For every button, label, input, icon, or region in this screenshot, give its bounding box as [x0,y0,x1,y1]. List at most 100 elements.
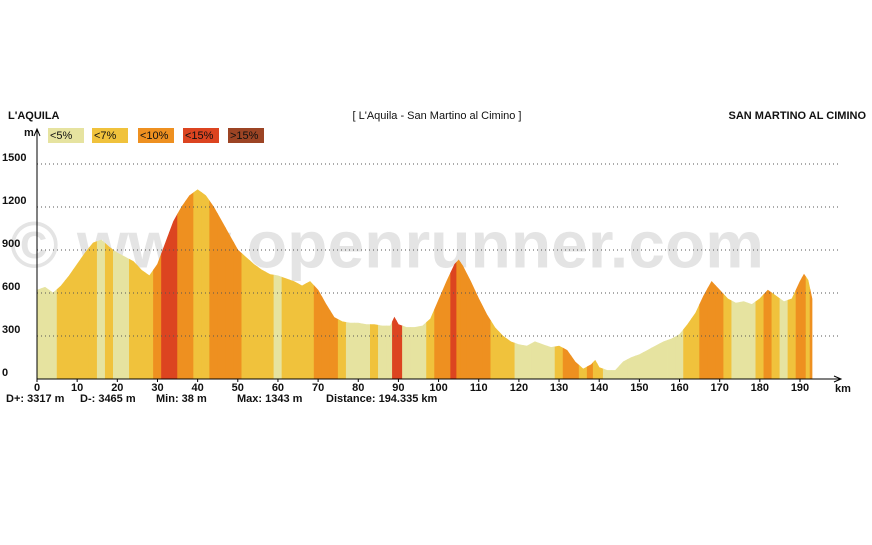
profile-segment [72,257,82,380]
legend-label: <15% [185,130,214,142]
x-tick-label: 160 [670,382,688,394]
profile-segment [56,279,66,380]
x-tick-label: 140 [590,382,608,394]
profile-segment [289,279,299,380]
x-tick-label: 170 [711,382,729,394]
start-label: L'AQUILA [8,110,60,122]
x-tick-label: 100 [429,382,447,394]
profile-segment [659,339,668,380]
profile-segment [257,266,267,380]
profile-segment [739,301,749,380]
profile-segment [153,253,162,380]
y-tick-label: 1200 [2,195,26,207]
profile-segment [361,323,371,380]
profile-segment [805,276,811,380]
x-tick-label: 110 [470,382,488,394]
profile-segment [273,274,283,380]
stat: D+: 3317 m [6,393,65,405]
profile-segment [530,341,540,380]
x-tick-label: 190 [791,382,809,394]
profile-segment [145,269,154,380]
profile-segment [201,192,210,380]
profile-segment [482,306,492,380]
profile-segment [40,286,50,380]
profile-segment [329,309,339,380]
profile-segment [538,342,548,380]
profile-segment [193,189,202,380]
y-tick-label: 0 [2,367,8,379]
profile-segment [121,254,130,380]
legend-swatch [138,128,174,143]
profile-segment [80,246,90,380]
profile-segment [779,298,789,380]
profile-segment [474,290,484,380]
profile-segment [217,213,227,380]
x-tick-label: 120 [510,382,528,394]
profile-segment [514,342,524,380]
x-tick-label: 0 [34,382,40,394]
profile-segment [460,261,467,380]
profile-segment [586,361,594,380]
profile-segment [209,200,219,380]
x-axis-label: km [835,383,851,395]
profile-segment [490,319,500,380]
profile-segment [442,272,451,380]
profile-segment [337,319,347,380]
y-tick-label: 1500 [2,152,26,164]
profile-segment [456,259,461,380]
profile-segment [169,213,178,380]
profile-segment [402,325,411,380]
profile-segment [345,322,355,380]
profile-segment [731,300,741,380]
profile-segment [747,301,757,380]
profile-segment [618,359,628,380]
x-tick-label: 80 [352,382,364,394]
profile-segment [161,231,170,380]
profile-segment [370,324,379,380]
profile-segment [426,309,435,380]
end-label: SAN MARTINO AL CIMINO [729,110,867,122]
profile-segment [313,285,323,380]
profile-segment [396,319,403,380]
x-tick-label: 130 [550,382,568,394]
profile-segment [297,283,307,380]
x-axis-arrow [833,375,843,383]
profile-segment [113,249,122,380]
profile-segment [305,281,315,380]
x-tick-label: 10 [71,382,83,394]
profile-segment [602,368,612,380]
profile-segment [386,321,393,380]
profile-segment [570,355,580,380]
profile-segment [801,273,807,380]
profile-segment [627,355,636,380]
profile-segment [48,288,58,380]
y-axis-label: m [24,127,34,139]
legend-swatch [228,128,264,143]
profile-segment [667,336,676,380]
chart-title: [ L'Aquila - San Martino al Cimino ] [352,110,521,122]
y-tick-label: 600 [2,281,20,293]
x-tick-label: 40 [192,382,204,394]
y-axis-arrow [33,127,41,137]
profile-segment [137,265,146,380]
profile-segment [592,359,598,380]
legend-swatch [48,128,84,143]
profile-segment [434,290,443,380]
profile-segment [321,296,331,380]
profile-segment [506,338,516,380]
x-tick-label: 60 [272,382,284,394]
profile-segment [643,347,652,380]
profile-segment [378,324,387,380]
profile-segment [610,365,620,380]
profile-segment [546,345,556,380]
profile-segment [225,227,235,380]
profile-segment [353,322,363,380]
profile-segment [699,287,708,380]
legend-label: <7% [94,130,117,142]
stat: Min: 38 m [156,393,207,405]
profile-segment [651,343,660,380]
legend-label: >15% [230,130,259,142]
profile-segment [691,304,700,380]
profile-segment [64,269,74,380]
